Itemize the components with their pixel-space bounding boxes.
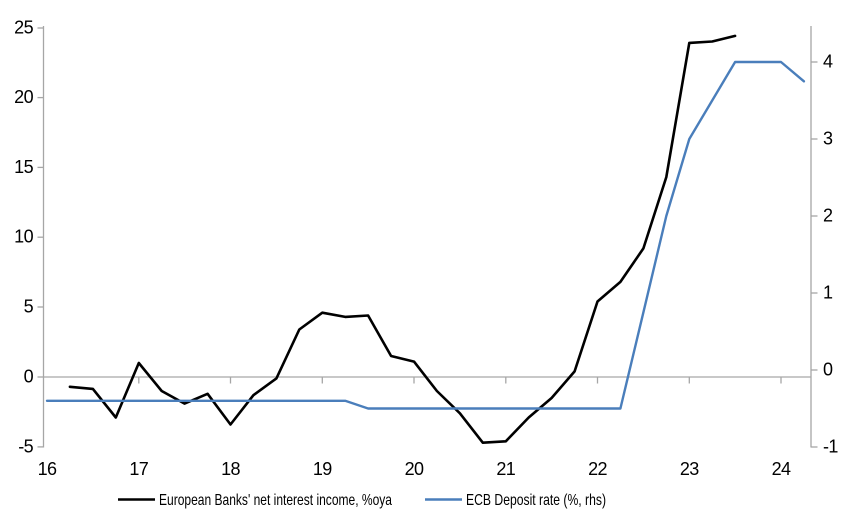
left-axis: 25 20 15 10 5 0 -5 [14,18,45,456]
x-tick-label: 18 [221,459,240,479]
x-tick-label: 19 [313,459,332,479]
series-ecb-deposit-rate-line [45,60,806,410]
x-tick-label: 16 [38,459,57,479]
x-tick-label: 22 [588,459,607,479]
right-tick-label: 0 [823,360,833,380]
x-axis: 16 17 18 19 20 21 22 23 24 [38,377,792,479]
right-axis: 4 3 2 1 0 -1 [810,26,839,457]
x-tick-label: 21 [496,459,515,479]
left-tick-label: -5 [18,436,33,456]
legend-item-ecb-deposit-rate: ECB Deposit rate (%, rhs) [425,492,606,509]
legend-item-net-interest-income: European Banks' net interest income, %oy… [118,492,392,509]
left-tick-label: 0 [24,367,34,387]
left-tick-label: 25 [14,18,33,38]
right-tick-label: -1 [823,437,838,457]
x-tick-label: 24 [772,459,791,479]
legend-label-net-interest-income: European Banks' net interest income, %oy… [159,492,392,509]
legend: European Banks' net interest income, %oy… [118,492,606,509]
right-tick-label: 1 [823,283,833,303]
left-tick-label: 15 [14,157,33,177]
left-tick-label: 5 [24,297,34,317]
left-tick-label: 10 [14,227,33,247]
x-tick-label: 23 [680,459,699,479]
left-tick-label: 20 [14,87,33,107]
right-tick-label: 4 [823,52,833,72]
right-tick-label: 2 [823,206,833,226]
x-tick-label: 17 [129,459,148,479]
x-tick-label: 20 [405,459,424,479]
right-tick-label: 3 [823,129,833,149]
series-net-interest-income-line [68,34,737,444]
legend-label-ecb-deposit-rate: ECB Deposit rate (%, rhs) [466,492,606,509]
